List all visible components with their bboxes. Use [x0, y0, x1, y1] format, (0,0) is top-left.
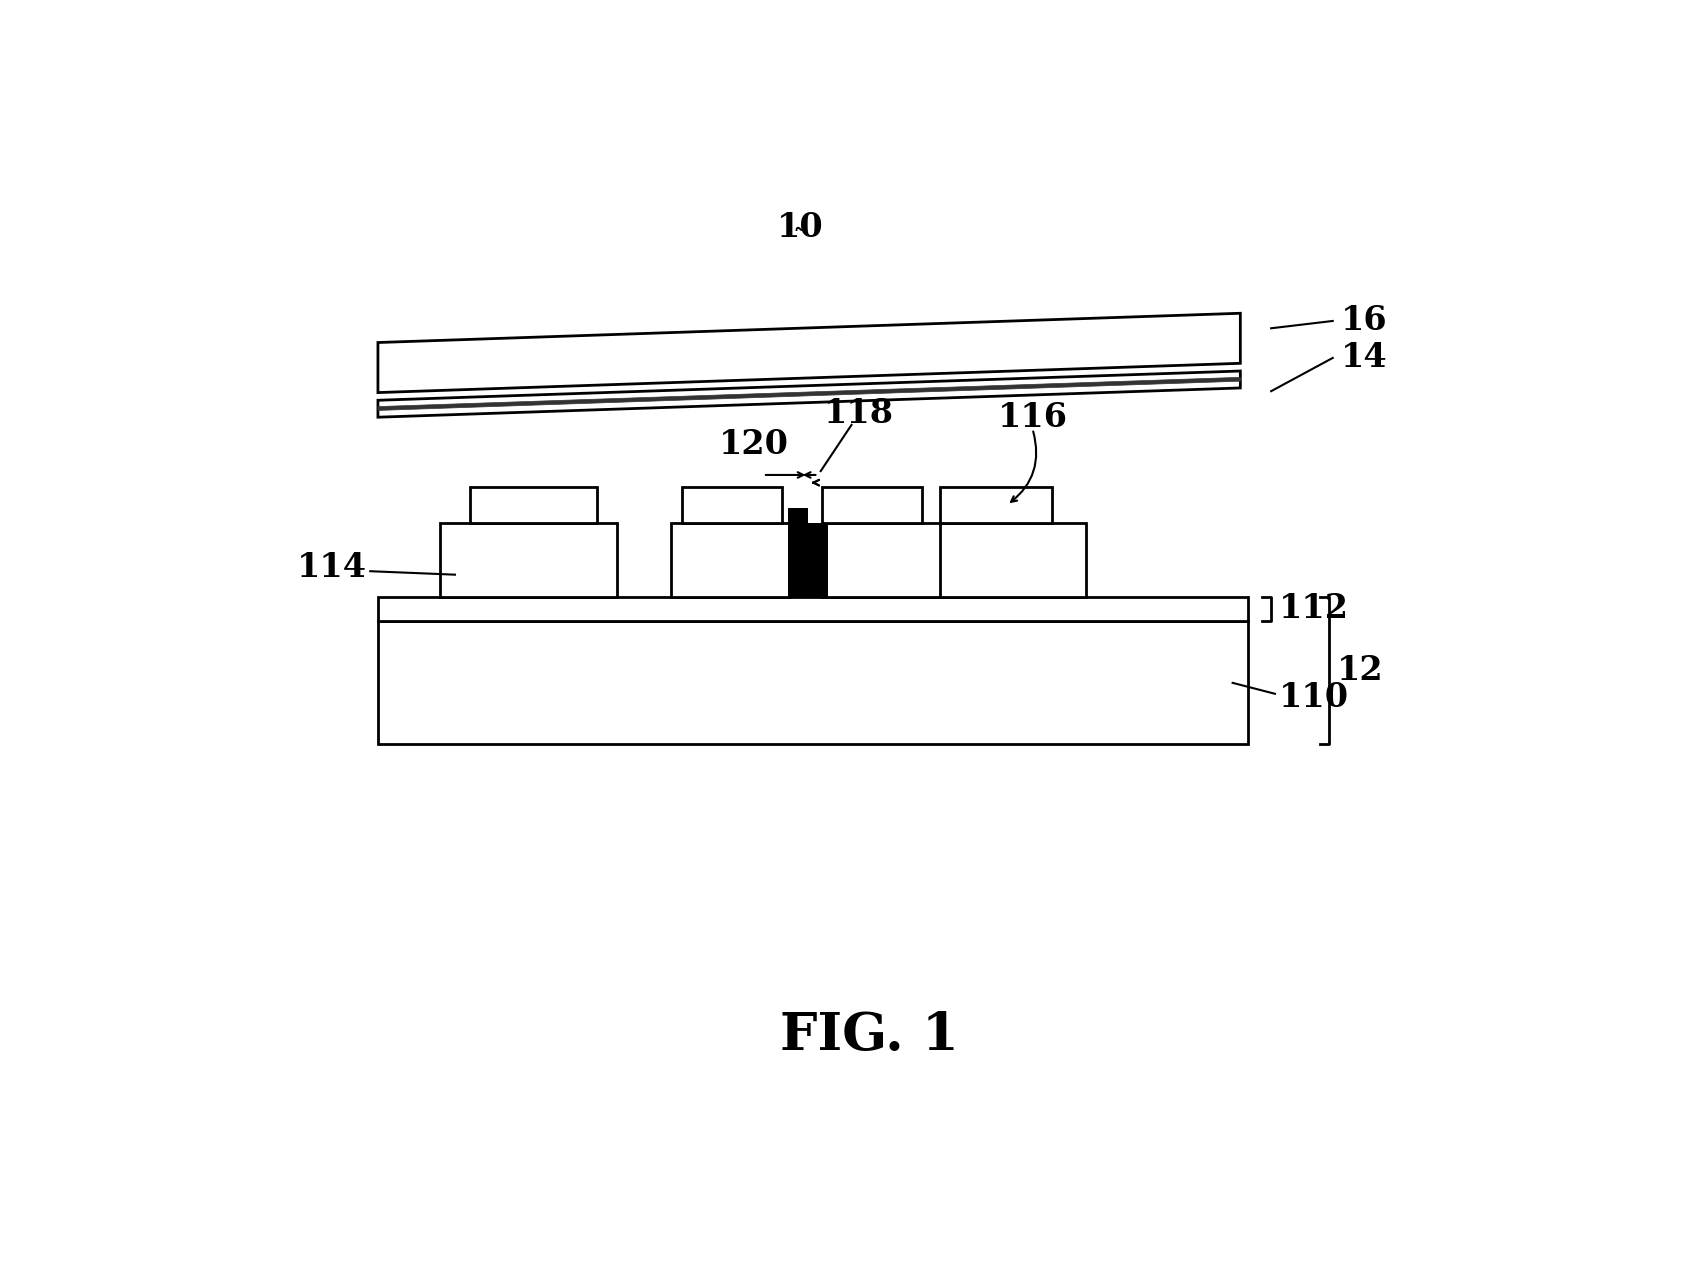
Text: 14: 14: [1340, 341, 1387, 374]
Text: 16: 16: [1340, 304, 1387, 337]
Bar: [940, 486, 1052, 523]
Bar: [439, 523, 617, 596]
Text: 114: 114: [297, 551, 366, 584]
Bar: [789, 508, 809, 596]
Text: FIG. 1: FIG. 1: [780, 1010, 958, 1061]
Bar: [378, 621, 1248, 744]
Bar: [940, 523, 1087, 596]
Bar: [682, 486, 782, 523]
Text: 12: 12: [1336, 654, 1384, 687]
Text: 118: 118: [824, 397, 894, 429]
Bar: [809, 523, 828, 596]
Bar: [470, 486, 597, 523]
Bar: [823, 486, 923, 523]
Text: 116: 116: [997, 400, 1067, 433]
Polygon shape: [378, 371, 1240, 417]
Polygon shape: [378, 378, 1240, 410]
Text: 110: 110: [1279, 681, 1348, 714]
Text: 112: 112: [1279, 592, 1348, 625]
Bar: [670, 523, 790, 596]
Bar: [823, 523, 941, 596]
Text: ˜: ˜: [794, 227, 807, 255]
Bar: [378, 596, 1248, 621]
Polygon shape: [378, 313, 1240, 393]
Text: 10: 10: [777, 211, 823, 244]
Text: 120: 120: [719, 428, 789, 461]
